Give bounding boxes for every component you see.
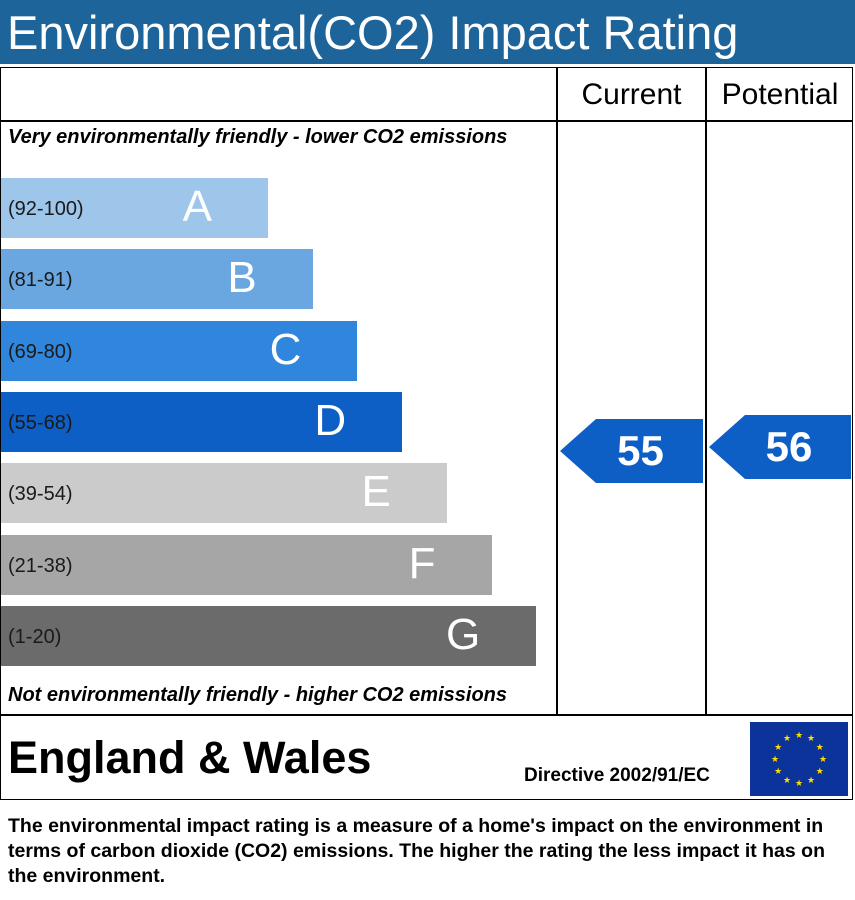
band-b: (81-91) B [1,249,313,310]
directive-label: Directive 2002/91/EC [524,765,710,786]
rating-arrow-current: 55 [560,419,703,483]
eu-star-icon: ★ [807,775,815,785]
band-letter: B [227,253,257,303]
column-header-current: Current [581,78,682,111]
eu-star-icon: ★ [807,733,815,743]
footer-row-divider [0,714,853,716]
eu-star-icon: ★ [783,733,791,743]
column-divider-current [556,67,558,716]
eu-star-icon: ★ [819,754,827,764]
eu-star-icon: ★ [783,775,791,785]
band-letter: A [182,182,212,231]
eu-star-icon: ★ [795,778,803,788]
rating-value: 55 [617,427,664,474]
eu-flag-icon: ★ ★ ★ ★ ★ ★ ★ ★ ★ ★ ★ ★ [750,722,848,796]
eu-star-icon: ★ [816,742,824,752]
eu-star-icon: ★ [771,754,779,764]
band-range-label: (81-91) [8,269,73,292]
band-letter: E [361,467,391,517]
eu-star-icon: ★ [816,766,824,776]
band-range-label: (39-54) [8,483,73,506]
band-letter: C [269,324,302,374]
bottom-edge-label: Not environmentally friendly - higher CO… [8,684,507,706]
band-e: (39-54) E [1,463,447,524]
description-text: The environmental impact rating is a mea… [8,815,825,887]
band-f: (21-38) F [1,534,492,595]
band-range-label: (1-20) [8,625,62,648]
rating-value: 56 [765,423,813,470]
band-letter: F [408,538,436,588]
band-range-label: (92-100) [8,198,84,220]
header-banner: Environmental(CO2) Impact Rating [0,0,855,64]
band-letter: G [445,609,481,659]
column-divider-potential [705,67,707,716]
page-title: Environmental(CO2) Impact Rating [7,6,739,59]
band-c: (69-80) C [1,320,358,381]
rating-table [0,67,853,800]
band-range-label: (55-68) [8,411,73,434]
band-d: (55-68) D [1,391,403,452]
band-a: (92-100) A [1,178,268,238]
rating-arrow-potential: 56 [709,415,851,479]
top-edge-label: Very environmentally friendly - lower CO… [8,126,508,148]
eu-star-icon: ★ [774,766,782,776]
column-header-potential: Potential [721,78,839,111]
header-row-divider [0,120,853,122]
country-label: England & Wales [8,732,372,783]
eu-star-icon: ★ [795,730,803,740]
band-range-label: (69-80) [8,340,73,363]
band-g: (1-20) G [1,605,537,666]
band-range-label: (21-38) [8,554,73,577]
eu-star-icon: ★ [774,742,782,752]
band-letter: D [314,395,347,445]
